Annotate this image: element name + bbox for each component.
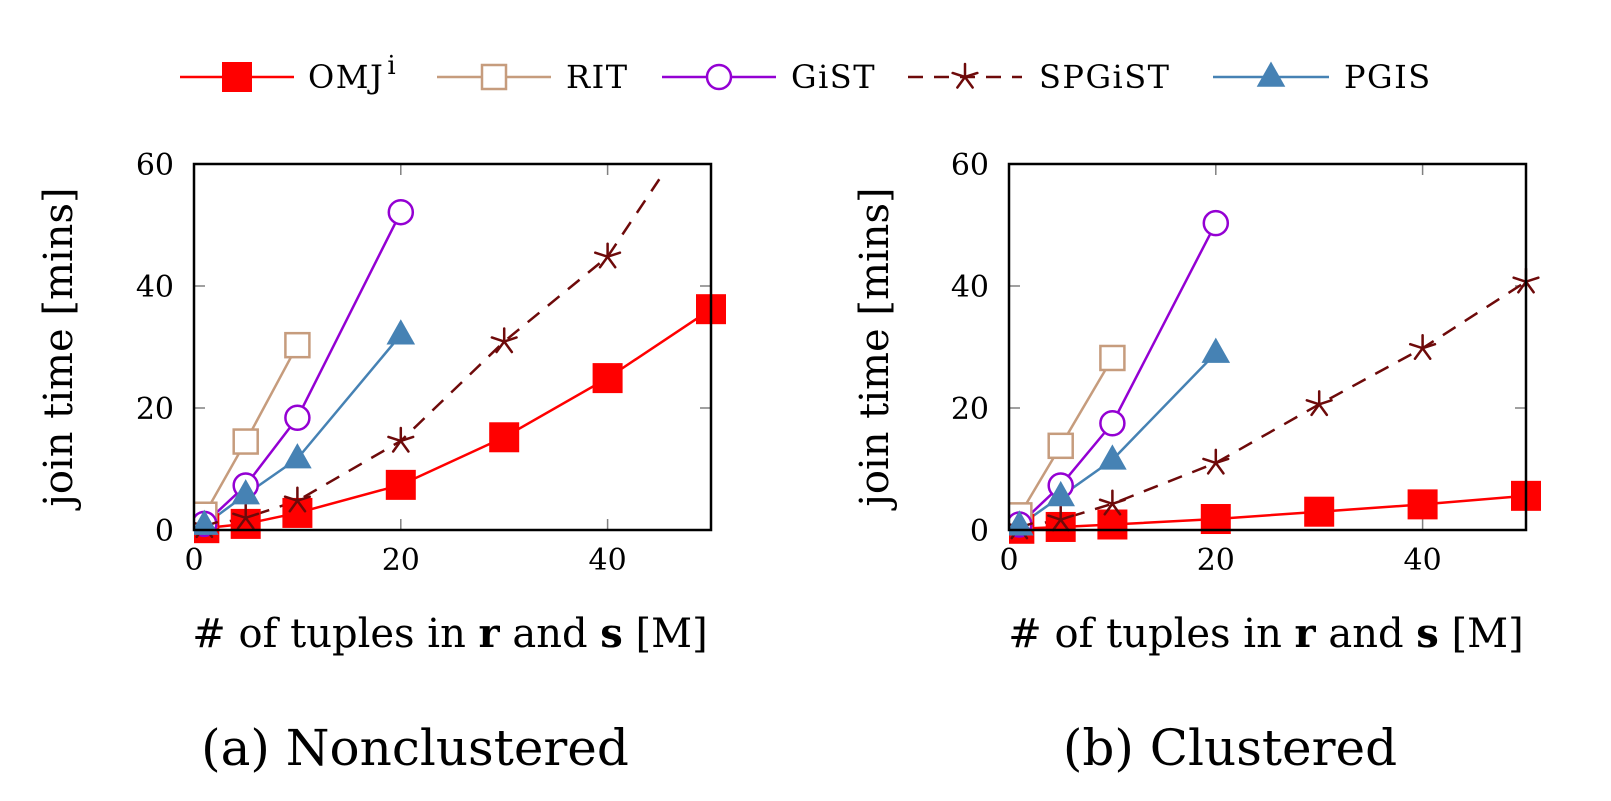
data-point-omj	[282, 497, 313, 528]
x-axis-label-part: r	[479, 610, 501, 657]
y-tick-label: 60	[136, 148, 174, 183]
data-point-gist	[1099, 410, 1126, 437]
series-line-gist	[1018, 222, 1217, 526]
data-point-rit	[1047, 432, 1074, 460]
data-point-gist	[387, 198, 415, 226]
legend-item-rit: RIT	[437, 58, 629, 96]
data-point-pgis	[1046, 480, 1075, 507]
x-axis-label-part: # of tuples in	[192, 611, 478, 657]
legend-label-pgis: PGIS	[1344, 58, 1432, 96]
x-tick-label: 40	[1404, 543, 1442, 578]
x-axis-label: # of tuples in r and s [M]	[192, 610, 707, 657]
data-point-rit	[1099, 344, 1126, 372]
data-point-spgist	[490, 327, 518, 354]
series-line-spgist	[1019, 280, 1527, 529]
chart-panels: 0 20 40 0 20 40 60 join time [mins] # of tuples …	[36, 148, 1541, 777]
legend-label-spgist: SPGiST	[1039, 58, 1171, 96]
data-point-pgis	[1098, 444, 1127, 470]
legend-marker-rit	[480, 63, 508, 91]
plot-area	[1009, 209, 1541, 544]
legend-item-spgist: SPGiST	[908, 58, 1171, 96]
series-line-pgis	[1018, 352, 1217, 527]
data-point-pgis	[283, 443, 312, 469]
legend-marker-omj	[222, 62, 252, 92]
x-axis-label: # of tuples in r and s [M]	[1008, 610, 1523, 657]
legend-marker-spgist	[951, 62, 979, 89]
series-line-spgist	[204, 178, 661, 528]
plot-frame	[192, 162, 713, 532]
y-axis-label: join time [mins]	[36, 187, 82, 510]
y-axis-label: join time [mins]	[852, 187, 898, 510]
legend-label-gist: GiST	[791, 58, 876, 96]
legend-item-pgis: PGIS	[1213, 58, 1432, 96]
x-axis-label-part: [M]	[1439, 611, 1524, 657]
x-tick-label: 20	[1197, 543, 1235, 578]
series-line-gist	[203, 211, 402, 525]
y-tick-label: 40	[951, 270, 989, 305]
data-point-omj	[1304, 496, 1335, 527]
data-point-omj	[1097, 509, 1128, 540]
chart-panel-a: 0 20 40 0 20 40 60 join time [mins] # of tuples …	[36, 148, 726, 777]
x-axis-label-part: s	[1416, 610, 1439, 657]
y-tick-label: 60	[951, 148, 989, 183]
data-point-omj	[592, 363, 623, 394]
plot-frame	[1007, 162, 1528, 532]
x-axis-label-part: and	[1316, 611, 1417, 657]
data-point-spgist	[1305, 390, 1333, 417]
plot-area	[194, 178, 726, 544]
x-axis-label-part: [M]	[623, 611, 708, 657]
data-point-spgist	[1202, 448, 1230, 475]
data-point-omj	[489, 422, 520, 453]
legend-marker-gist	[705, 63, 733, 91]
data-point-rit	[232, 428, 259, 455]
data-point-spgist	[1098, 489, 1127, 516]
legend: OMJ i RIT GiST SPGiST PGIS	[180, 51, 1432, 96]
series-line-omj	[204, 308, 712, 530]
data-point-pgis	[231, 479, 260, 505]
data-point-rit	[284, 331, 311, 359]
x-tick-label: 20	[382, 543, 420, 578]
x-axis-label-part: s	[600, 610, 623, 657]
x-tick-label: 40	[589, 543, 627, 578]
data-point-spgist	[283, 486, 312, 513]
data-point-omj	[1407, 489, 1438, 520]
data-point-spgist	[387, 426, 415, 453]
data-point-spgist	[232, 503, 260, 530]
subfigure-caption: (a) Nonclustered	[201, 719, 629, 777]
legend-item-gist: GiST	[662, 58, 876, 96]
data-point-omj	[1200, 504, 1231, 535]
x-tick-label: 0	[184, 543, 203, 578]
x-axis-label-part: # of tuples in	[1008, 611, 1294, 657]
data-point-pgis	[386, 319, 416, 345]
data-point-pgis	[194, 509, 219, 535]
legend-superscript: i	[387, 51, 397, 81]
y-tick-label: 20	[951, 392, 989, 427]
chart-panel-b: 0 20 40 0 20 40 60 join time [mins] # of tuples …	[852, 148, 1541, 777]
y-tick-label: 40	[136, 270, 174, 305]
subfigure-caption: (b) Clustered	[1063, 719, 1397, 777]
legend-marker-pgis	[1256, 61, 1286, 87]
data-point-spgist	[593, 242, 622, 269]
legend-label-omj: OMJ i	[308, 51, 397, 96]
y-tick-label: 0	[155, 514, 174, 549]
x-axis-label-part: and	[500, 611, 601, 657]
series-line-omj	[1019, 494, 1527, 531]
x-axis-label-part: r	[1295, 610, 1317, 657]
data-point-gist	[284, 404, 311, 432]
data-point-gist	[1202, 209, 1230, 237]
legend-label-rit: RIT	[566, 58, 629, 96]
series-line-pgis	[203, 333, 402, 527]
legend-item-omj: OMJ i	[180, 51, 397, 96]
y-tick-label: 20	[136, 392, 174, 427]
data-point-pgis	[1201, 337, 1231, 363]
x-tick-label: 0	[999, 543, 1018, 578]
y-tick-label: 0	[970, 514, 989, 549]
data-point-omj	[385, 469, 416, 500]
data-point-spgist	[1047, 505, 1075, 532]
data-point-spgist	[1408, 333, 1437, 360]
